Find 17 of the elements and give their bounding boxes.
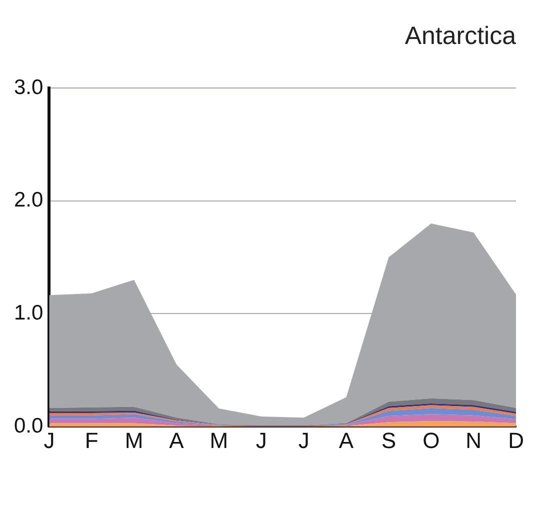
x-tick-label: M bbox=[124, 428, 144, 453]
y-tick-label: 1.0 bbox=[14, 302, 44, 325]
x-tick-label: M bbox=[210, 428, 228, 453]
y-tick-label: 2.0 bbox=[14, 188, 44, 212]
x-tick-label: N bbox=[466, 428, 482, 453]
x-tick-label: O bbox=[422, 428, 440, 453]
x-tick-label: F bbox=[84, 428, 98, 453]
x-tick-label: D bbox=[508, 428, 524, 453]
y-tick-label: 3.0 bbox=[14, 76, 44, 99]
x-tick-label: J bbox=[44, 428, 55, 453]
y-tick-label: 0.0 bbox=[14, 414, 44, 438]
x-tick-label: J bbox=[256, 428, 267, 453]
chart-title: Antarctica bbox=[404, 22, 516, 50]
x-tick-label: A bbox=[169, 428, 184, 453]
x-tick-label: A bbox=[338, 428, 354, 453]
x-tick-label: J bbox=[298, 428, 310, 453]
x-tick-label: S bbox=[381, 428, 396, 453]
